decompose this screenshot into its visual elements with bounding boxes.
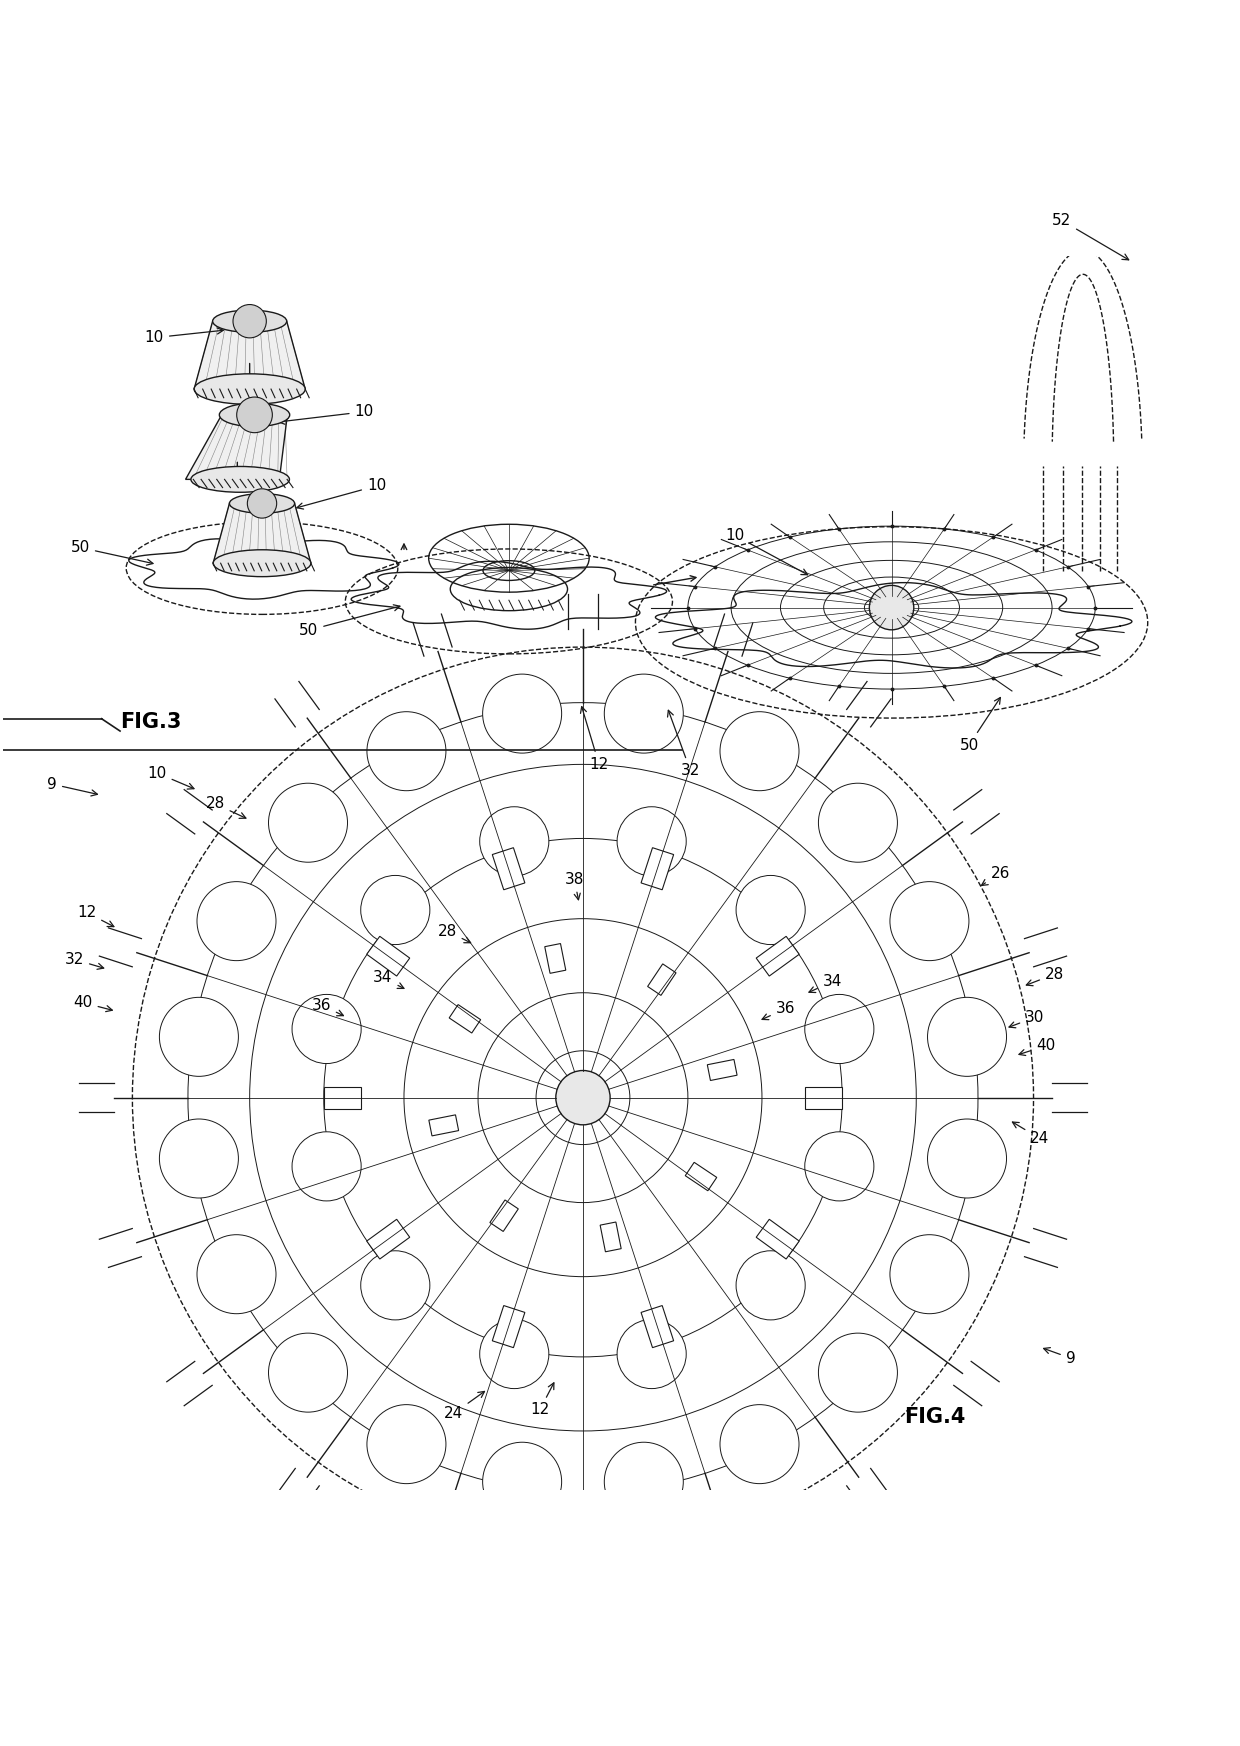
Text: 34: 34 — [373, 971, 404, 988]
Ellipse shape — [213, 550, 311, 576]
Text: 12: 12 — [580, 707, 609, 772]
Polygon shape — [186, 416, 288, 480]
Circle shape — [818, 784, 898, 863]
Text: 10: 10 — [145, 328, 223, 346]
Text: 50: 50 — [960, 697, 1001, 753]
Circle shape — [197, 1234, 277, 1313]
Circle shape — [269, 1334, 347, 1413]
Polygon shape — [492, 1306, 525, 1348]
Polygon shape — [544, 943, 565, 973]
Circle shape — [928, 997, 1007, 1076]
Circle shape — [160, 1119, 238, 1198]
Circle shape — [618, 1320, 686, 1388]
Text: 32: 32 — [667, 711, 701, 779]
Text: 24: 24 — [1012, 1123, 1049, 1145]
Ellipse shape — [212, 311, 286, 332]
Circle shape — [737, 1250, 805, 1320]
Polygon shape — [805, 1086, 842, 1109]
Circle shape — [197, 882, 277, 960]
Circle shape — [367, 712, 446, 791]
Polygon shape — [686, 1163, 717, 1191]
Polygon shape — [429, 1116, 459, 1137]
Text: 38: 38 — [564, 871, 584, 899]
Polygon shape — [756, 936, 800, 976]
Circle shape — [293, 995, 361, 1063]
Polygon shape — [213, 503, 311, 564]
Circle shape — [805, 1131, 874, 1201]
Circle shape — [890, 882, 968, 960]
Circle shape — [237, 396, 273, 433]
Polygon shape — [195, 321, 305, 389]
Text: 10: 10 — [725, 527, 807, 574]
Text: FIG.4: FIG.4 — [904, 1407, 965, 1428]
Text: 50: 50 — [71, 540, 153, 566]
Circle shape — [720, 1404, 799, 1484]
Circle shape — [720, 712, 799, 791]
Text: FIG.3: FIG.3 — [120, 712, 181, 732]
Circle shape — [737, 875, 805, 945]
Text: 26: 26 — [981, 866, 1009, 885]
Text: 40: 40 — [1019, 1039, 1055, 1056]
Circle shape — [480, 807, 549, 876]
Polygon shape — [367, 936, 409, 976]
Ellipse shape — [229, 494, 295, 513]
Text: 40: 40 — [73, 995, 113, 1011]
Polygon shape — [367, 1219, 409, 1259]
Polygon shape — [449, 1004, 481, 1034]
Circle shape — [233, 304, 267, 339]
Text: 52: 52 — [1052, 213, 1128, 260]
Text: 28: 28 — [1027, 967, 1064, 986]
Circle shape — [928, 1119, 1007, 1198]
Circle shape — [361, 875, 430, 945]
Ellipse shape — [195, 374, 305, 405]
Circle shape — [482, 674, 562, 753]
Circle shape — [480, 1320, 549, 1388]
Ellipse shape — [219, 403, 290, 426]
Text: 9: 9 — [47, 777, 98, 796]
Circle shape — [160, 997, 238, 1076]
Text: 32: 32 — [64, 952, 104, 969]
Text: 28: 28 — [438, 924, 471, 943]
Circle shape — [293, 1131, 361, 1201]
Polygon shape — [707, 1060, 737, 1081]
Circle shape — [869, 585, 914, 630]
Circle shape — [556, 1070, 610, 1124]
Text: 10: 10 — [148, 765, 193, 789]
Circle shape — [482, 1442, 562, 1521]
Text: 34: 34 — [808, 974, 842, 992]
Circle shape — [618, 807, 686, 876]
Text: 36: 36 — [763, 1000, 795, 1020]
Ellipse shape — [191, 466, 289, 492]
Circle shape — [269, 784, 347, 863]
Polygon shape — [647, 964, 676, 995]
Circle shape — [367, 1404, 446, 1484]
Circle shape — [805, 995, 874, 1063]
Circle shape — [890, 1234, 968, 1313]
Polygon shape — [324, 1086, 361, 1109]
Text: 10: 10 — [279, 405, 373, 424]
Text: 10: 10 — [296, 478, 386, 510]
Polygon shape — [600, 1222, 621, 1252]
Text: 12: 12 — [77, 904, 114, 927]
Polygon shape — [492, 849, 525, 890]
Polygon shape — [490, 1200, 518, 1231]
Text: 9: 9 — [1044, 1348, 1075, 1365]
Polygon shape — [641, 1306, 673, 1348]
Circle shape — [361, 1250, 430, 1320]
Text: 50: 50 — [299, 604, 401, 637]
Text: 24: 24 — [444, 1392, 485, 1421]
Circle shape — [604, 1442, 683, 1521]
Text: 12: 12 — [531, 1383, 554, 1418]
Polygon shape — [756, 1219, 800, 1259]
Text: 30: 30 — [1009, 1009, 1044, 1028]
Circle shape — [818, 1334, 898, 1413]
Circle shape — [604, 674, 683, 753]
Polygon shape — [641, 849, 673, 890]
Circle shape — [247, 489, 277, 519]
Text: 28: 28 — [206, 796, 246, 819]
Text: 36: 36 — [311, 997, 343, 1016]
